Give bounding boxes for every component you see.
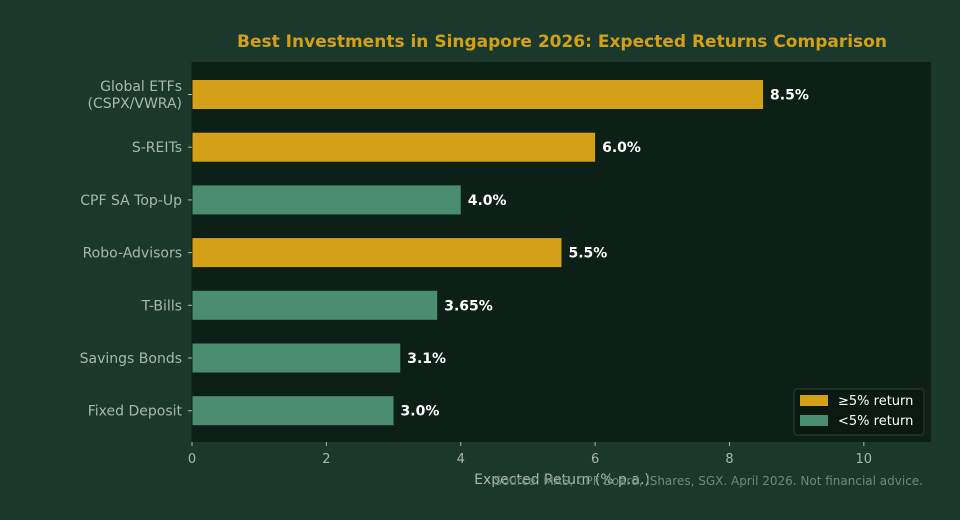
bar-3: [192, 238, 562, 268]
x-axis: 0 2 4 6 8 10: [188, 442, 872, 467]
x-tick-label-1: 2: [322, 452, 330, 467]
x-tick-label-5: 10: [856, 452, 873, 467]
legend-label-high: ≥5% return: [838, 394, 913, 409]
x-tick-label-0: 0: [188, 452, 196, 467]
x-tick-label-3: 6: [591, 452, 599, 467]
x-axis-label: Expected Return (% p.a.): [474, 472, 650, 488]
source-note: Source: MAS, CPF Board, iShares, SGX. Ap…: [494, 474, 923, 488]
y-tick-label-6: Fixed Deposit: [88, 404, 183, 420]
value-label-2: 4.0%: [468, 193, 507, 209]
y-tick-label-5: Savings Bonds: [80, 351, 182, 367]
value-labels-group: 8.5% 6.0% 4.0% 5.5% 3.65% 3.1% 3.0%: [401, 88, 809, 420]
bars-group: [192, 80, 764, 426]
bar-4: [192, 290, 438, 320]
y-tick-label-2: CPF SA Top-Up: [80, 193, 182, 209]
bar-5: [192, 343, 401, 373]
bar-1: [192, 132, 596, 162]
bar-2: [192, 185, 461, 215]
y-tick-label-4: T-Bills: [141, 298, 182, 314]
value-label-3: 5.5%: [569, 246, 608, 262]
legend-swatch-low: [800, 415, 828, 426]
x-tick-label-4: 8: [725, 452, 733, 467]
value-label-0: 8.5%: [770, 88, 809, 104]
legend-label-low: <5% return: [838, 414, 913, 429]
legend-swatch-high: [800, 395, 828, 406]
bar-0: [192, 80, 764, 109]
y-tick-label-0: Global ETFs (CSPX/VWRA): [88, 79, 183, 112]
value-label-1: 6.0%: [602, 140, 641, 156]
value-label-6: 3.0%: [401, 404, 440, 420]
chart-title: Best Investments in Singapore 2026: Expe…: [237, 32, 887, 52]
y-tick-label-1: S-REITs: [132, 140, 182, 156]
y-axis: Global ETFs (CSPX/VWRA) S-REITs CPF SA Top-…: [80, 62, 193, 442]
legend: ≥5% return <5% return: [793, 388, 925, 436]
y-tick-label-3: Robo-Advisors: [83, 246, 182, 262]
value-label-4: 3.65%: [444, 298, 493, 314]
value-label-5: 3.1%: [407, 351, 446, 367]
x-tick-label-2: 4: [457, 452, 465, 467]
bar-6: [192, 396, 394, 426]
